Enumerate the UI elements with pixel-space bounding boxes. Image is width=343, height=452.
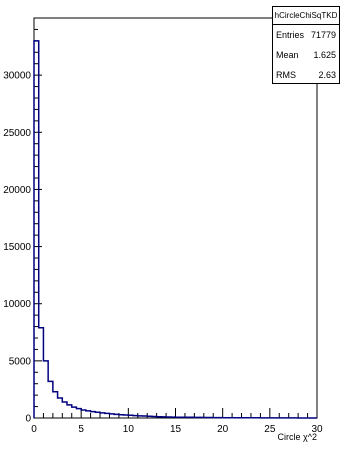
histogram-line <box>33 40 317 419</box>
stats-entries-row: Entries 71779 <box>273 25 339 45</box>
y-tick-label: 30000 <box>3 71 31 82</box>
x-tick-label: 30 <box>311 424 323 435</box>
stats-title: hCircleChiSqTKD <box>273 7 339 25</box>
x-axis-title: Circle χ^2 <box>278 432 317 442</box>
y-tick-label: 15000 <box>3 242 31 253</box>
y-tick-labels: 0 5000 10000 15000 20000 25000 30000 <box>3 71 31 425</box>
x-tick-label: 15 <box>170 424 182 435</box>
x-tick-label: 20 <box>217 424 229 435</box>
y-tick-label: 0 <box>25 414 31 425</box>
x-tick-label: 10 <box>123 424 135 435</box>
x-tick-labels: 0 5 10 15 20 25 30 <box>31 424 323 435</box>
stats-rms-row: RMS 2.63 <box>273 65 339 85</box>
y-tick-label: 20000 <box>3 185 31 196</box>
stats-box: hCircleChiSqTKD Entries 71779 Mean 1.625… <box>272 6 340 84</box>
stats-mean-label: Mean <box>276 50 299 60</box>
stats-mean-value: 1.625 <box>313 50 336 60</box>
x-tick-label: 25 <box>264 424 276 435</box>
stats-entries-label: Entries <box>276 30 305 40</box>
stats-rms-value: 2.63 <box>318 70 336 80</box>
y-tick-label: 5000 <box>9 356 32 367</box>
stats-entries-value: 71779 <box>310 30 336 40</box>
y-tick-label: 10000 <box>3 299 31 310</box>
stats-mean-row: Mean 1.625 <box>273 45 339 65</box>
stats-rms-label: RMS <box>276 70 296 80</box>
y-tick-label: 25000 <box>3 128 31 139</box>
x-tick-label: 0 <box>31 424 37 435</box>
x-tick-label: 5 <box>78 424 84 435</box>
